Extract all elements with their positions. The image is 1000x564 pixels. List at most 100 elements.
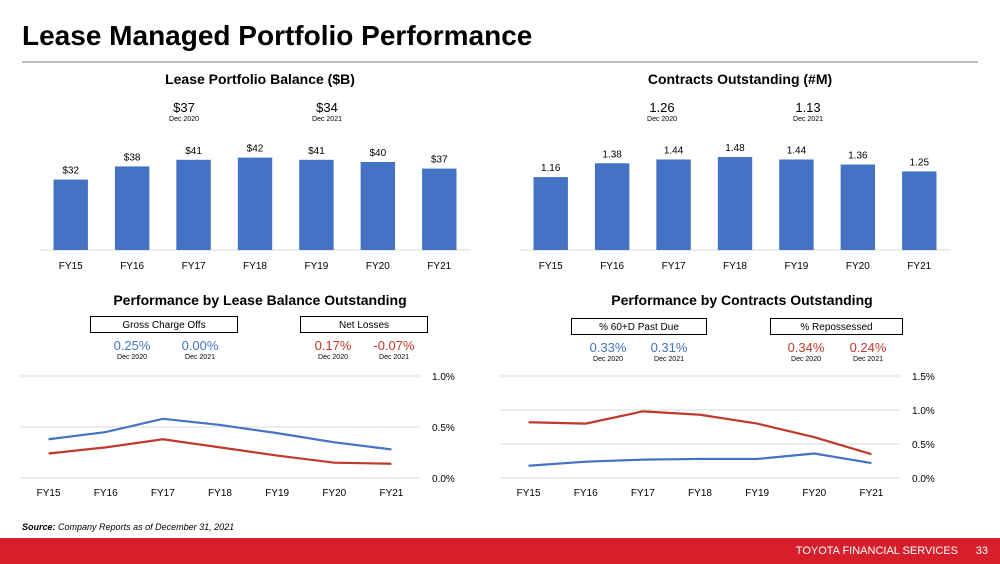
nl-metric-dec2021: -0.07% Dec 2021 [366, 338, 422, 361]
highlight-period: Dec 2021 [793, 116, 823, 123]
y-tick-label: 1.0% [432, 372, 455, 383]
page-number: 33 [975, 545, 988, 557]
x-tick-label: FY20 [322, 488, 346, 499]
bar-value-label: $40 [370, 148, 387, 159]
bar [53, 179, 88, 250]
metric-value: 0.00% [181, 338, 219, 353]
x-tick-label: FY21 [427, 261, 451, 272]
highlight-value: 1.26 [649, 100, 675, 115]
y-tick-label: 1.0% [912, 406, 935, 417]
pd-metric-dec2020: 0.33% Dec 2020 [580, 340, 636, 363]
lease-balance-bar-chart: $32 FY15 $38 FY16 $41 FY17 $42 FY18 $41 FY19 $40 FY… [40, 144, 470, 272]
footer-brand: TOYOTA FINANCIAL SERVICES [795, 545, 958, 557]
x-tick-label: FY16 [574, 488, 598, 499]
bar-value-label: 1.38 [602, 149, 622, 160]
y-tick-label: 0.0% [912, 474, 935, 485]
y-tick-label: 0.5% [432, 423, 455, 434]
x-tick-label: FY19 [784, 261, 808, 272]
bar-value-label: $37 [431, 155, 448, 166]
x-tick-label: FY17 [151, 488, 175, 499]
x-tick-label: FY15 [59, 261, 83, 272]
x-tick-label: FY17 [662, 261, 686, 272]
highlight-period: Dec 2021 [312, 116, 342, 123]
bar-value-label: $32 [62, 166, 79, 177]
bar [422, 168, 457, 250]
x-tick-label: FY17 [182, 261, 206, 272]
lease-performance-title: Performance by Lease Balance Outstanding [113, 292, 407, 308]
x-tick-label: FY18 [208, 488, 232, 499]
pd-metric-dec2021: 0.31% Dec 2021 [641, 340, 697, 363]
lease-balance-highlight-1: $37 Dec 2020 [154, 100, 214, 123]
metric-value: 0.17% [314, 338, 352, 353]
metric-value: 0.31% [650, 340, 688, 355]
metric-value: 0.34% [787, 340, 825, 355]
bar [299, 159, 334, 250]
x-tick-label: FY19 [265, 488, 289, 499]
x-tick-label: FY21 [907, 261, 931, 272]
x-tick-label: FY16 [120, 261, 144, 272]
y-tick-label: 1.5% [912, 372, 935, 383]
source-note: Source: Company Reports as of December 3… [22, 522, 234, 532]
bar [902, 171, 937, 250]
gco-metric-dec2020: 0.25% Dec 2020 [104, 338, 160, 361]
series-line [528, 410, 872, 456]
contracts-highlight-2: 1.13 Dec 2021 [778, 100, 838, 123]
nl-metric-dec2020: 0.17% Dec 2020 [305, 338, 361, 361]
bar [594, 163, 630, 250]
highlight-period: Dec 2020 [169, 116, 199, 123]
gco-metric-dec2021: 0.00% Dec 2021 [172, 338, 228, 361]
bar [360, 162, 396, 250]
x-tick-label: FY20 [366, 261, 390, 272]
bar [533, 177, 568, 250]
x-tick-label: FY19 [745, 488, 769, 499]
x-tick-label: FY21 [859, 488, 883, 499]
bar-value-label: 1.25 [910, 157, 930, 168]
bar-value-label: $42 [247, 144, 264, 155]
y-tick-label: 0.5% [912, 440, 935, 451]
page-title: Lease Managed Portfolio Performance [22, 20, 533, 51]
bar-value-label: 1.48 [725, 143, 745, 154]
series-line [528, 452, 872, 467]
x-tick-label: FY20 [846, 261, 870, 272]
highlight-value: $37 [173, 100, 195, 115]
metric-period: Dec 2021 [185, 354, 215, 361]
lease-balance-title: Lease Portfolio Balance ($B) [165, 71, 355, 87]
metric-value: 0.24% [849, 340, 887, 355]
x-tick-label: FY19 [304, 261, 328, 272]
bar [840, 164, 876, 250]
rp-metric-dec2021: 0.24% Dec 2021 [840, 340, 896, 363]
bar-value-label: 1.36 [848, 151, 868, 162]
bar-value-label: 1.44 [787, 145, 807, 156]
x-tick-label: FY18 [688, 488, 712, 499]
series-line [48, 438, 392, 465]
metric-value: -0.07% [373, 338, 415, 353]
metric-period: Dec 2020 [117, 354, 147, 361]
highlight-value: 1.13 [795, 100, 821, 115]
x-tick-label: FY15 [539, 261, 563, 272]
metric-period: Dec 2020 [593, 356, 623, 363]
metric-period: Dec 2020 [318, 354, 348, 361]
y-tick-label: 0.0% [432, 474, 455, 485]
x-tick-label: FY17 [631, 488, 655, 499]
contracts-highlight-1: 1.26 Dec 2020 [632, 100, 692, 123]
metric-period: Dec 2021 [853, 356, 883, 363]
bar-value-label: 1.44 [664, 145, 684, 156]
repossessed-label: % Repossessed [770, 318, 903, 335]
highlight-value: $34 [316, 100, 338, 115]
bar-value-label: 1.16 [541, 163, 561, 174]
x-tick-label: FY16 [600, 261, 624, 272]
lease-balance-highlight-2: $34 Dec 2021 [297, 100, 357, 123]
bar-value-label: $41 [308, 146, 325, 157]
bar [656, 159, 691, 250]
source-text: Company Reports as of December 31, 2021 [58, 522, 235, 532]
x-tick-label: FY20 [802, 488, 826, 499]
lease-performance-line-chart: 0.0% 0.5% 1.0% FY15 FY16 FY17 FY18 FY19 FY20 FY21 [20, 372, 455, 499]
highlight-period: Dec 2020 [647, 116, 677, 123]
bar [237, 157, 273, 250]
bar [779, 159, 814, 250]
x-tick-label: FY18 [723, 261, 747, 272]
metric-value: 0.25% [113, 338, 151, 353]
bar-value-label: $38 [124, 152, 141, 163]
metric-value: 0.33% [589, 340, 627, 355]
contracts-outstanding-title: Contracts Outstanding (#M) [647, 71, 833, 87]
